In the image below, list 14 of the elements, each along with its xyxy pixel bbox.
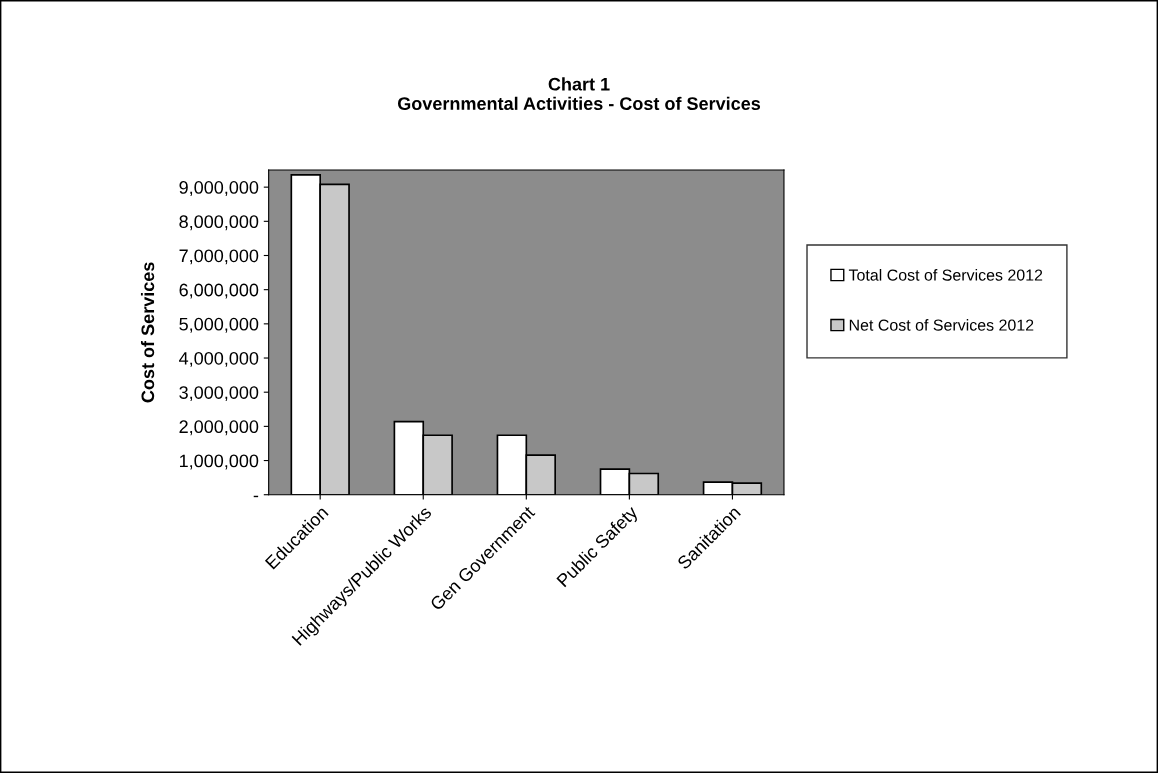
- y-tick-label: 2,000,000: [179, 420, 259, 436]
- y-tick-label: 4,000,000: [179, 351, 259, 367]
- y-axis-title: Cost of Services: [140, 262, 155, 403]
- legend-label: Net Cost of Services 2012: [849, 319, 1034, 331]
- y-tick-label: 5,000,000: [179, 317, 259, 333]
- y-tick-label: 6,000,000: [179, 283, 259, 299]
- y-tick-label: 8,000,000: [179, 215, 259, 231]
- y-tick-label: 7,000,000: [179, 249, 259, 265]
- y-tick-label: -: [253, 495, 259, 498]
- legend-label: Total Cost of Services 2012: [848, 269, 1043, 281]
- y-tick-label: 3,000,000: [179, 386, 259, 402]
- y-tick-label: 1,000,000: [179, 454, 259, 470]
- y-tick-label: 9,000,000: [179, 181, 259, 196]
- chart-title: Chart 1 Governmental Activities - Cost of Services: [397, 77, 761, 111]
